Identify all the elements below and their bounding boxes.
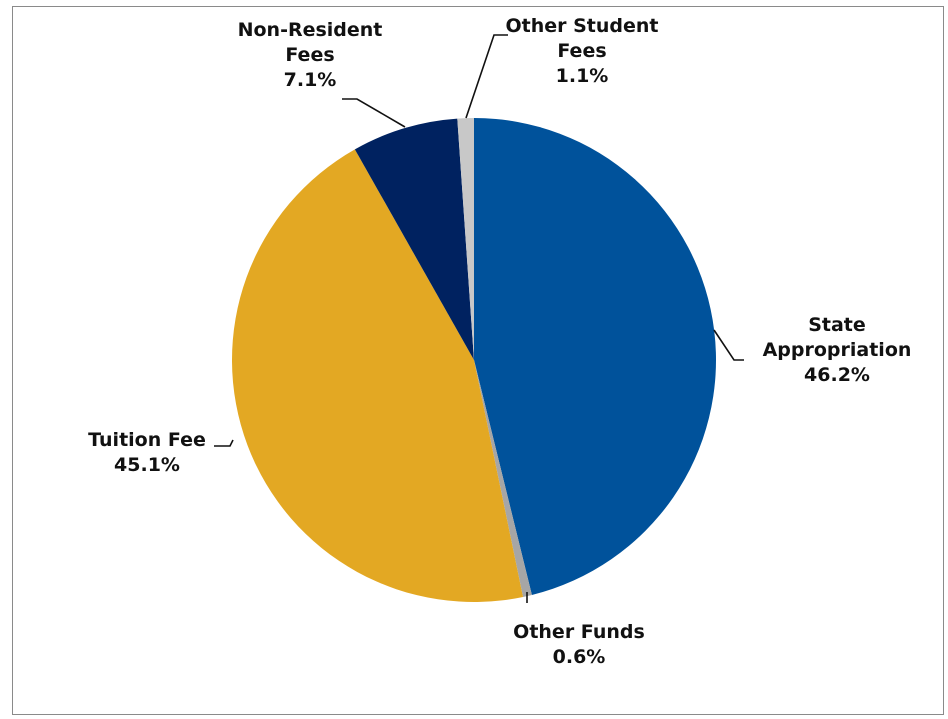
- label-state-appropriation: State Appropriation 46.2%: [732, 313, 942, 388]
- label-other-student-fees-value: 1.1%: [555, 65, 609, 87]
- leader-state-appropriation: [713, 329, 744, 361]
- slice-other-funds: [474, 360, 532, 597]
- label-tuition-fee: Tuition Fee 45.1%: [72, 428, 222, 478]
- leader-non-resident-fees: [342, 98, 406, 128]
- label-non-resident-fees: Non-Resident Fees 7.1%: [220, 18, 400, 93]
- pie-slices: [231, 118, 717, 603]
- label-non-resident-fees-line1: Non-Resident: [237, 19, 383, 41]
- label-state-appropriation-value: 46.2%: [804, 364, 870, 386]
- label-other-student-fees-line2: Fees: [557, 40, 607, 62]
- label-other-funds-value: 0.6%: [552, 646, 606, 668]
- label-state-appropriation-line1: State: [808, 314, 866, 336]
- label-other-funds-line1: Other Funds: [513, 621, 645, 643]
- label-other-funds: Other Funds 0.6%: [494, 620, 664, 670]
- leader-other-student-fees: [465, 34, 508, 119]
- label-other-student-fees: Other Student Fees 1.1%: [482, 14, 682, 89]
- slice-non-resident-fees: [354, 118, 474, 360]
- label-non-resident-fees-line2: Fees: [285, 44, 335, 66]
- chart-frame: [12, 6, 944, 715]
- label-state-appropriation-line2: Appropriation: [762, 339, 912, 361]
- label-non-resident-fees-value: 7.1%: [283, 69, 337, 91]
- slice-tuition-fee: [231, 149, 524, 603]
- label-other-student-fees-line1: Other Student: [505, 15, 659, 37]
- slice-state-appropriation: [474, 118, 717, 595]
- label-tuition-fee-line1: Tuition Fee: [88, 429, 206, 451]
- slice-other-student-fees: [457, 118, 474, 360]
- leader-tuition-fee: [214, 439, 234, 447]
- label-tuition-fee-value: 45.1%: [114, 454, 180, 476]
- leader-lines: [214, 34, 744, 603]
